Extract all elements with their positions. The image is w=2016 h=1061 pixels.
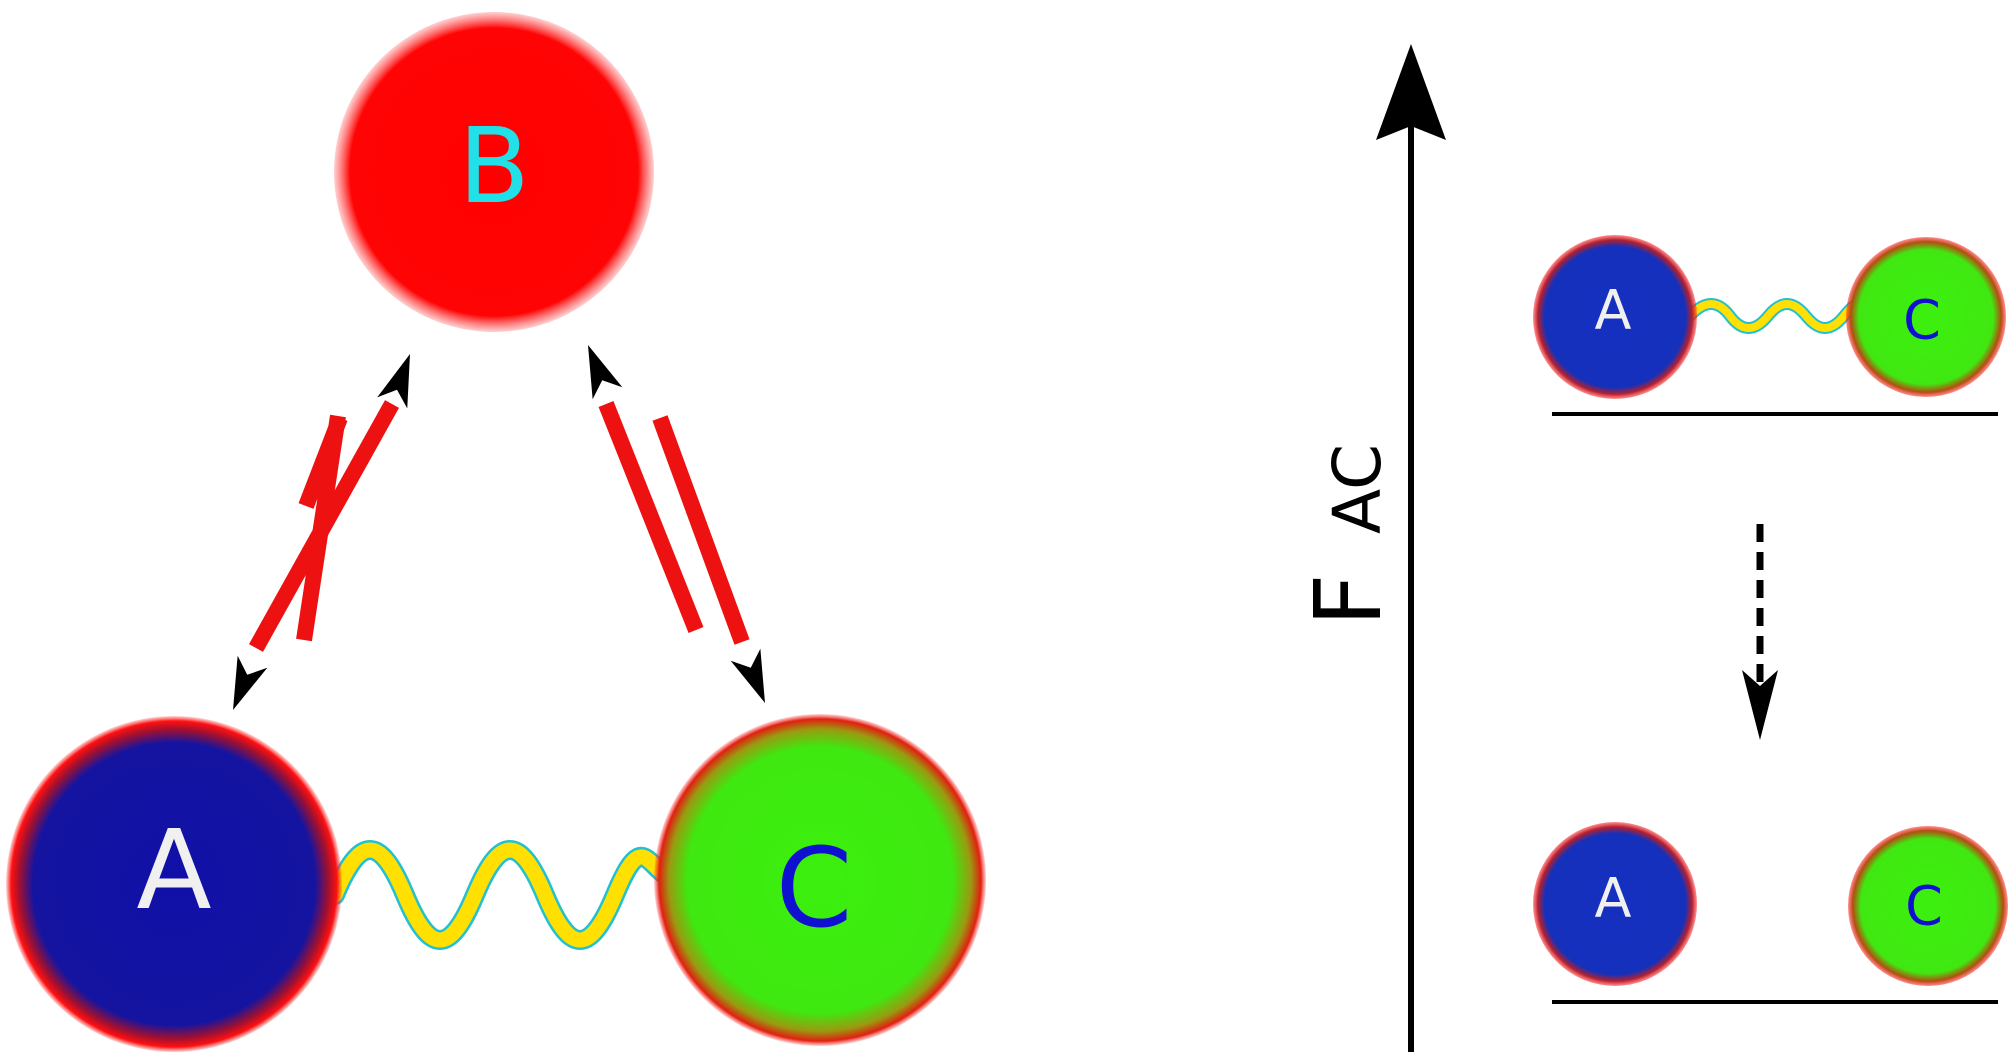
bound-c-circle bbox=[1846, 237, 2006, 397]
bar-b-c-1 bbox=[598, 401, 704, 633]
arrow-head-up-b bbox=[377, 354, 410, 409]
transition-arrow bbox=[1742, 524, 1778, 740]
free-a-label: A bbox=[1595, 867, 1632, 930]
node-b-circle bbox=[334, 12, 654, 332]
free-c-label: C bbox=[1905, 875, 1943, 938]
force-axis-arrowhead bbox=[1376, 44, 1446, 140]
node-b-label: B bbox=[458, 105, 529, 227]
equilibrium-b-c bbox=[588, 345, 765, 703]
force-axis-label: F AC bbox=[1295, 444, 1402, 627]
node-c: C bbox=[654, 714, 986, 1046]
node-a-circle bbox=[6, 716, 342, 1052]
bar-b-c-2 bbox=[652, 415, 750, 645]
node-a: A bbox=[6, 716, 342, 1052]
state-dissociated: A C bbox=[1533, 822, 2008, 1004]
axis-label-sub: AC bbox=[1319, 444, 1396, 534]
bound-a-label: A bbox=[1595, 279, 1632, 342]
node-a-label: A bbox=[136, 806, 211, 934]
spring-a-c bbox=[325, 840, 675, 950]
free-a-circle bbox=[1533, 822, 1697, 986]
force-axis bbox=[1376, 44, 1446, 1052]
transition-arrowhead bbox=[1742, 670, 1778, 740]
axis-label-main: F bbox=[1295, 574, 1402, 627]
arrow-head-down-a bbox=[233, 655, 268, 710]
node-c-label: C bbox=[776, 824, 853, 952]
bound-c-label: C bbox=[1903, 289, 1941, 352]
state-bound: A C bbox=[1533, 235, 2006, 416]
bar-a-b-outer-final bbox=[296, 414, 346, 642]
arrow-head-up-b2 bbox=[588, 345, 623, 400]
node-b: B bbox=[334, 12, 654, 332]
node-c-circle bbox=[654, 714, 986, 1046]
bound-a-circle bbox=[1533, 235, 1697, 399]
arrow-head-down-c bbox=[730, 648, 765, 703]
free-c-circle bbox=[1848, 826, 2008, 986]
